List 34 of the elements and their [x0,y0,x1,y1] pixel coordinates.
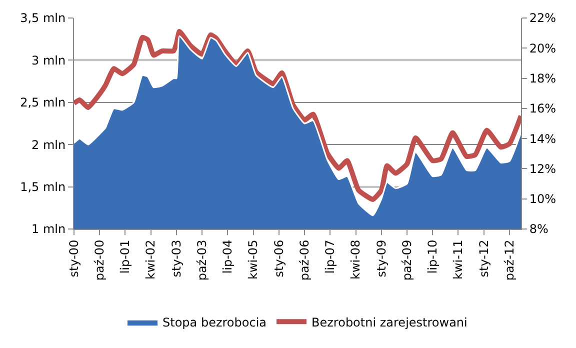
y2-tick-label: 14% [529,132,556,146]
y2-tick-label: 10% [529,192,556,206]
x-tick-label: lip-04 [220,240,235,274]
y2-tick-label: 22% [529,11,556,26]
x-tick-label: paź-03 [194,240,209,281]
legend-label: Bezrobotni zarejestrowani [312,315,468,330]
y2-tick-label: 12% [529,162,556,176]
x-tick-label: kwi-05 [246,240,260,280]
y-tick-label: 1 mln [32,222,66,236]
x-tick-label: lip-01 [118,240,132,274]
x-tick-label: kwi-11 [451,240,466,280]
y2-tick-label: 20% [529,41,556,56]
x-tick-label: paź-00 [92,240,107,281]
x-tick-label: lip-10 [425,240,440,274]
x-tick-label: paź-06 [297,240,312,281]
x-tick-label: lip-07 [322,240,337,274]
x-tick-label: sty-03 [169,240,184,278]
y2-tick-label: 8% [529,222,548,236]
y2-tick-label: 18% [529,71,556,86]
x-tick-label: sty-12 [476,240,491,278]
x-tick-label: sty-09 [374,240,388,278]
x-tick-label: paź-12 [502,240,516,281]
y-tick-label: 2,5 mln [20,96,66,110]
x-tick-label: kwi-08 [348,240,363,280]
y-tick-label: 3,5 mln [20,11,66,26]
y-tick-label: 3 mln [32,53,66,68]
y2-tick-label: 16% [529,102,556,116]
y-tick-label: 1,5 mln [20,180,66,194]
x-tick-label: sty-06 [272,240,286,278]
x-tick-label: sty-00 [66,240,81,278]
y-tick-label: 2 mln [32,138,66,152]
x-tick-label: paź-09 [400,240,414,281]
legend-label: Stopa bezrobocia [162,315,267,330]
x-tick-label: kwi-02 [144,240,158,280]
